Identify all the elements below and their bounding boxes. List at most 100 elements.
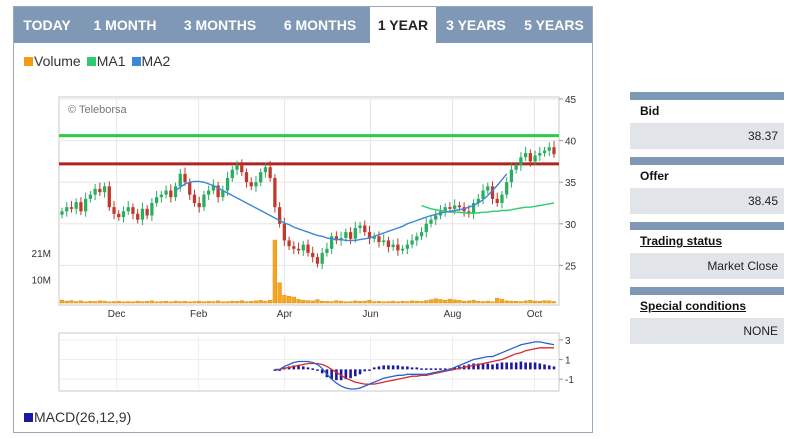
candle-body — [495, 198, 499, 203]
trading-status-link[interactable]: Trading status — [630, 230, 784, 253]
volume-bar — [532, 300, 538, 304]
candle-body — [93, 188, 97, 195]
candle-body — [410, 240, 414, 245]
special-conditions-value: NONE — [630, 318, 784, 344]
candle-body — [519, 157, 523, 166]
volume-bar — [178, 301, 183, 304]
volume-bar — [64, 300, 69, 304]
macd-histogram-bar — [439, 368, 442, 370]
volume-bar — [504, 300, 509, 304]
x-tick-label: Apr — [277, 309, 293, 320]
legend-ma1[interactable]: MA1 — [86, 53, 126, 69]
macd-grid — [59, 335, 559, 389]
period-tabs: TODAY 1 MONTH 3 MONTHS 6 MONTHS 1 YEAR 3… — [14, 7, 592, 43]
volume-bar — [59, 299, 65, 304]
candle-body — [197, 203, 201, 208]
macd-histogram-bar — [538, 363, 542, 370]
volume-bar — [409, 300, 415, 304]
volume-bar — [244, 301, 249, 304]
candle-body — [424, 223, 428, 233]
volume-bar — [102, 300, 107, 304]
candle-body — [453, 205, 457, 209]
special-conditions-link[interactable]: Special conditions — [630, 295, 784, 318]
volume-swatch-icon — [24, 56, 33, 66]
tab-3-years[interactable]: 3 YEARS — [446, 17, 506, 33]
bid-box: Bid 38.37 — [630, 92, 784, 149]
volume-bar — [211, 301, 216, 304]
legend-volume[interactable]: Volume — [24, 53, 81, 69]
volume-axis: 21M 10M — [32, 249, 51, 286]
volume-bar — [92, 301, 98, 304]
tab-3-months[interactable]: 3 MONTHS — [183, 17, 257, 33]
macd-histogram-bar — [453, 367, 456, 370]
candle-body — [126, 207, 130, 212]
volume-tick-label: 21M — [32, 249, 51, 260]
candle-body — [145, 208, 149, 216]
price-tick-label: 25 — [565, 261, 577, 272]
candle-body — [528, 153, 532, 162]
special-conditions-box: Special conditions NONE — [630, 287, 784, 344]
legend-ma2[interactable]: MA2 — [131, 53, 170, 69]
candle-body — [88, 194, 93, 199]
volume-bar — [258, 300, 263, 304]
candle-body — [159, 194, 163, 198]
macd-histogram-bar — [552, 366, 556, 370]
candle-body — [225, 178, 230, 191]
candle-body — [117, 213, 121, 218]
ma1-swatch-icon — [86, 56, 96, 66]
candle-body — [60, 211, 64, 215]
volume-bar — [234, 301, 240, 304]
volume-bars — [59, 239, 557, 304]
bid-label: Bid — [630, 100, 784, 123]
volume-bar — [130, 301, 136, 304]
volume-bar — [547, 300, 552, 304]
candle-body — [244, 172, 249, 183]
volume-bar — [433, 298, 438, 304]
candle-body — [481, 190, 485, 199]
volume-bar — [230, 300, 235, 304]
volume-bar — [518, 301, 524, 304]
volume-bar — [301, 299, 306, 304]
macd-histogram-bar — [410, 367, 414, 370]
candle-body — [434, 215, 438, 220]
macd-histogram-bar — [368, 369, 371, 371]
candle-body — [188, 182, 192, 195]
candle-body — [334, 236, 339, 241]
offer-header-bar — [630, 157, 784, 165]
candle-body — [523, 153, 528, 158]
tab-today[interactable]: TODAY — [23, 17, 71, 33]
volume-bar — [353, 300, 358, 304]
volume-bar — [97, 300, 102, 304]
candle-body — [173, 186, 178, 198]
candle-body — [240, 165, 244, 173]
x-tick-label: Jun — [362, 309, 378, 320]
candle-body — [315, 257, 320, 264]
volume-bar — [471, 299, 476, 304]
candle-body — [79, 202, 83, 212]
candle-body — [263, 167, 268, 173]
candle-body — [429, 219, 433, 224]
x-tick-label: Aug — [444, 309, 462, 320]
macd-histogram-bar — [533, 362, 537, 370]
tab-1-month[interactable]: 1 MONTH — [93, 17, 157, 33]
volume-bar — [192, 301, 197, 304]
watermark: © Teleborsa — [68, 104, 128, 116]
candle-body — [509, 169, 514, 183]
candle-body — [273, 178, 277, 208]
candle-body — [448, 207, 452, 209]
volume-bar — [315, 299, 320, 304]
volume-bar — [239, 300, 244, 304]
tab-5-years[interactable]: 5 YEARS — [524, 17, 584, 33]
volume-bar — [419, 301, 424, 304]
tab-6-months[interactable]: 6 MONTHS — [283, 17, 357, 33]
candle-body — [112, 207, 116, 214]
candle-body — [311, 252, 315, 258]
volume-bar — [357, 301, 363, 304]
volume-bar — [310, 300, 315, 304]
macd-tick-label: -1 — [565, 375, 574, 386]
volume-bar — [362, 300, 367, 304]
candle-body — [301, 244, 305, 251]
legend-ma1-label: MA1 — [96, 53, 126, 69]
tab-1-year[interactable]: 1 YEAR — [370, 7, 436, 43]
macd-legend[interactable]: MACD(26,12,9) — [24, 409, 131, 425]
